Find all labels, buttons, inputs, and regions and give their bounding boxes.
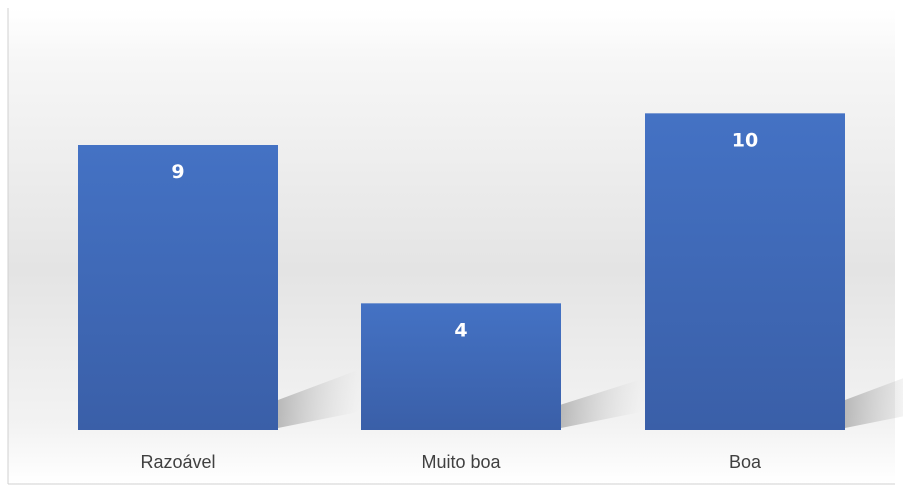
bar-razoável xyxy=(78,145,278,430)
bar-boa xyxy=(645,113,845,430)
data-label: 10 xyxy=(732,129,758,151)
bar-muito-boa xyxy=(361,303,561,430)
category-label: Muito boa xyxy=(421,452,501,472)
category-label: Razoável xyxy=(140,452,215,472)
bar-shadow xyxy=(845,378,903,428)
bar-shadow xyxy=(561,379,641,428)
data-label: 4 xyxy=(454,319,467,341)
bar-shadow xyxy=(278,370,358,428)
data-label: 9 xyxy=(171,161,184,183)
category-label: Boa xyxy=(729,452,762,472)
